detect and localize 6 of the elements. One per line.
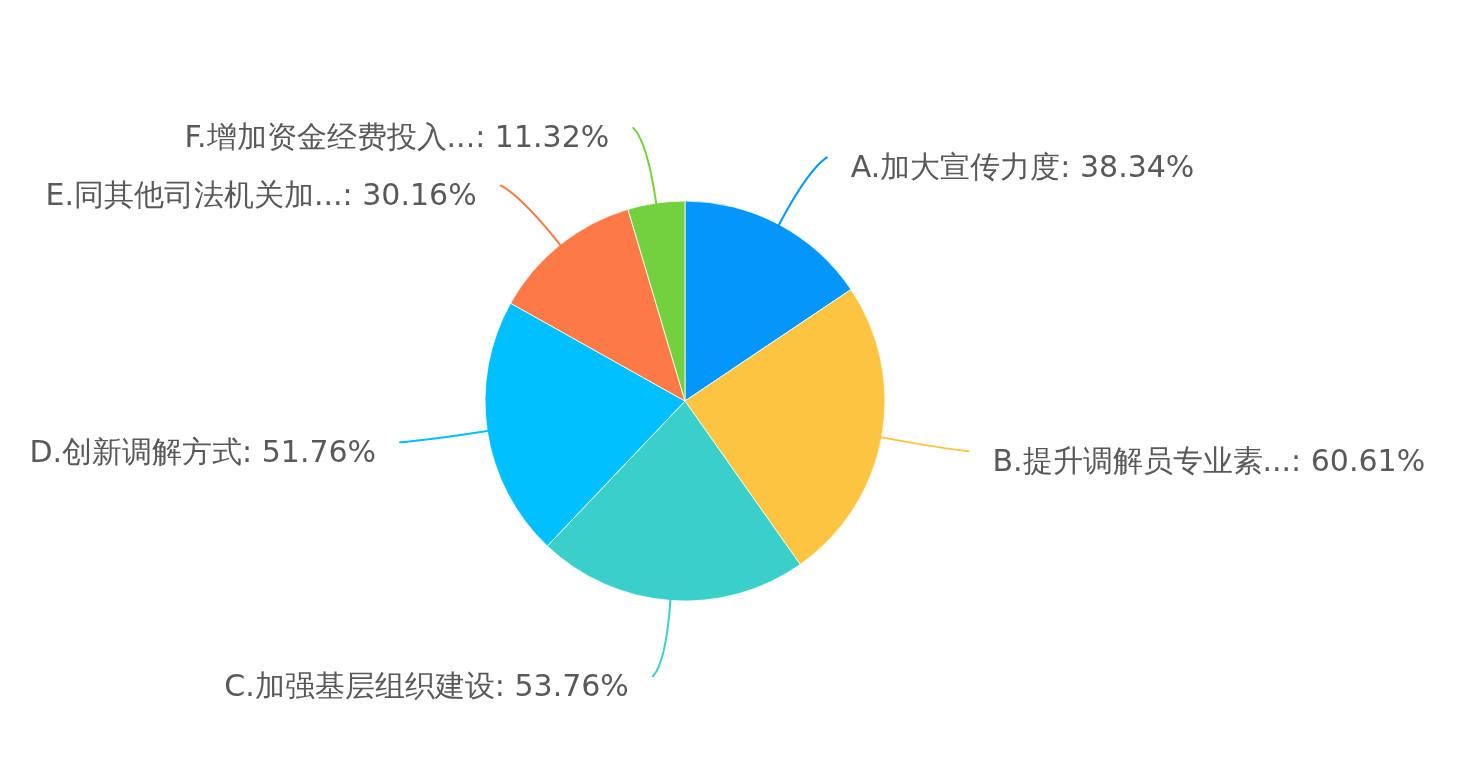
slice-label: B.提升调解员专业素...: 60.61%	[992, 442, 1426, 478]
slice-label: C.加强基层组织建设: 53.76%	[224, 667, 629, 703]
slice-label: F.增加资金经费投入...: 11.32%	[184, 119, 610, 155]
slice-label: E.同其他司法机关加...: 30.16%	[45, 176, 477, 212]
slice-label: A.加大宣传力度: 38.34%	[850, 148, 1195, 184]
slice-label: D.创新调解方式: 51.76%	[29, 433, 377, 469]
